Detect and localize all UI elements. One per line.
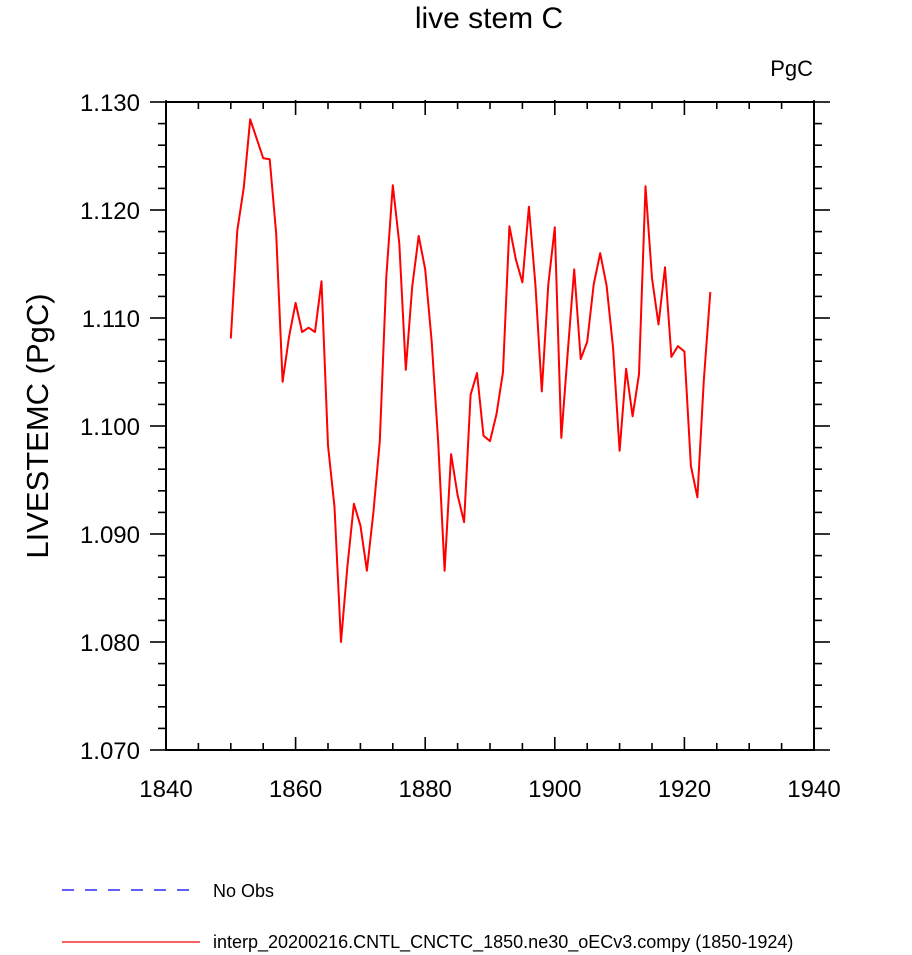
x-tick-label: 1940 [787, 776, 840, 803]
plot-frame [165, 101, 815, 751]
x-tick-label: 1880 [399, 776, 452, 803]
x-tick-label: 1860 [269, 776, 322, 803]
axis-tick-labels: 1840 1860 1880 1900 1920 1940 1.070 1.080 1.090 1… [80, 90, 841, 803]
x-tick-label: 1920 [658, 776, 711, 803]
x-tick-label: 1900 [528, 776, 581, 803]
units-label: PgC [770, 56, 813, 81]
chart-title: live stem C [415, 2, 563, 35]
y-tick-label: 1.090 [80, 522, 140, 549]
y-axis-label: LIVESTEMC (PgC) [20, 293, 55, 558]
legend-label-no-obs: No Obs [213, 881, 274, 901]
legend-label-model: interp_20200216.CNTL_CNCTC_1850.ne30_oEC… [213, 932, 793, 953]
axis-ticks [150, 100, 830, 751]
series-line [229, 118, 712, 643]
legend: No Obs interp_20200216.CNTL_CNCTC_1850.n… [62, 881, 793, 953]
x-tick-label: 1840 [139, 776, 192, 803]
y-tick-label: 1.100 [80, 414, 140, 441]
y-tick-label: 1.080 [80, 630, 140, 657]
y-tick-label: 1.130 [80, 90, 140, 117]
y-tick-label: 1.120 [80, 198, 140, 225]
y-tick-label: 1.110 [82, 306, 140, 333]
y-tick-label: 1.070 [80, 738, 140, 765]
